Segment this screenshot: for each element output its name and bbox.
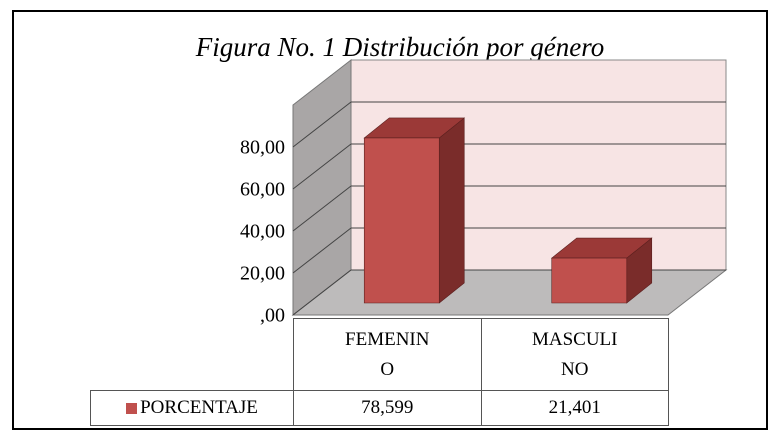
chart-frame [12, 10, 768, 430]
y-tick-label: 60,00 [240, 179, 285, 201]
grid-line [292, 269, 352, 316]
category-cell: FEMENINO [293, 318, 482, 391]
floor [291, 269, 728, 316]
category-cell: MASCULINO [480, 318, 669, 391]
y-tick-label: 20,00 [240, 263, 285, 285]
data-label: 21,401 [548, 397, 601, 418]
bar-face [363, 137, 440, 304]
legend-swatch [126, 402, 138, 414]
x-tick-label: MASCULINO [531, 328, 618, 380]
y-tick-label: ,00 [260, 305, 285, 327]
value-cell: 78,599 [293, 390, 482, 426]
legend-label: PORCENTAJE [140, 397, 258, 418]
grid-line [292, 101, 352, 148]
bar [363, 117, 466, 304]
value-cell: 21,401 [480, 390, 669, 426]
grid-line [292, 227, 352, 274]
y-tick-label: 40,00 [240, 221, 285, 243]
chart-title: Figura No. 1 Distribución por género [195, 32, 605, 62]
data-label: 78,599 [361, 397, 414, 418]
x-tick-label: FEMENINO [345, 328, 430, 380]
y-tick-label: 80,00 [240, 137, 285, 159]
bar-face [438, 117, 465, 304]
legend-cell: PORCENTAJE [90, 390, 294, 426]
bar [550, 237, 653, 304]
grid-line [292, 143, 352, 190]
grid-line [292, 185, 352, 232]
bar-face [551, 257, 628, 304]
